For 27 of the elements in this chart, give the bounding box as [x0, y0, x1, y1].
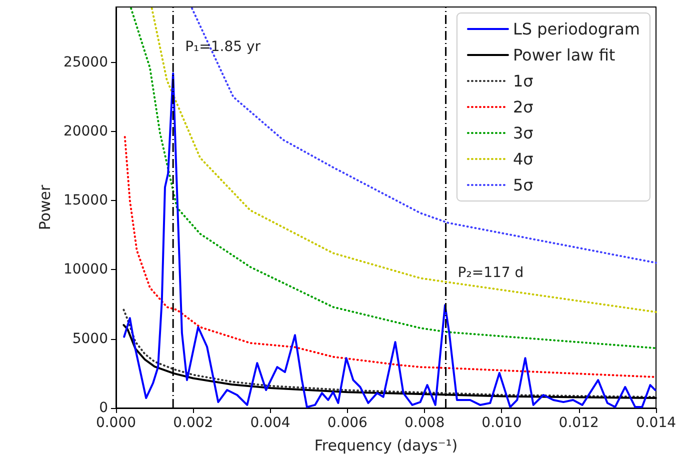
- legend-label: LS periodogram: [512, 20, 640, 38]
- line-series: [122, 308, 657, 398]
- y-tick-label: 25000: [63, 54, 108, 70]
- legend-label: 2σ: [512, 98, 534, 116]
- legend-label: 1σ: [512, 72, 534, 90]
- x-tick-label: 0.002: [173, 415, 214, 431]
- y-tick-label: 15000: [63, 192, 108, 209]
- x-tick-label: 0.010: [482, 415, 522, 431]
- x-tick-label: 0.006: [327, 415, 368, 431]
- legend-label: Power law fit: [512, 46, 616, 64]
- legend-label: 5σ: [512, 176, 534, 194]
- y-tick-label: 5000: [72, 330, 108, 347]
- y-axis-title: Power: [36, 184, 54, 230]
- y-tick-label: 20000: [63, 123, 108, 140]
- x-axis-title: Frequency (days⁻¹): [314, 436, 458, 454]
- x-tick-label: 0.012: [558, 415, 599, 431]
- line-series: [123, 72, 656, 408]
- y-tick-label: 0: [99, 400, 108, 416]
- legend-label: 4σ: [512, 150, 534, 168]
- x-tick-label: 0.000: [96, 415, 136, 431]
- x-tick-label: 0.008: [404, 415, 445, 431]
- annotation: P₁=1.85 yr: [185, 39, 261, 55]
- x-tick-label: 0.004: [250, 415, 290, 431]
- annotation: P₂=117 d: [458, 265, 524, 281]
- y-tick-label: 10000: [63, 262, 108, 278]
- x-tick-label: 0.014: [636, 415, 676, 431]
- legend-label: 3σ: [512, 124, 534, 142]
